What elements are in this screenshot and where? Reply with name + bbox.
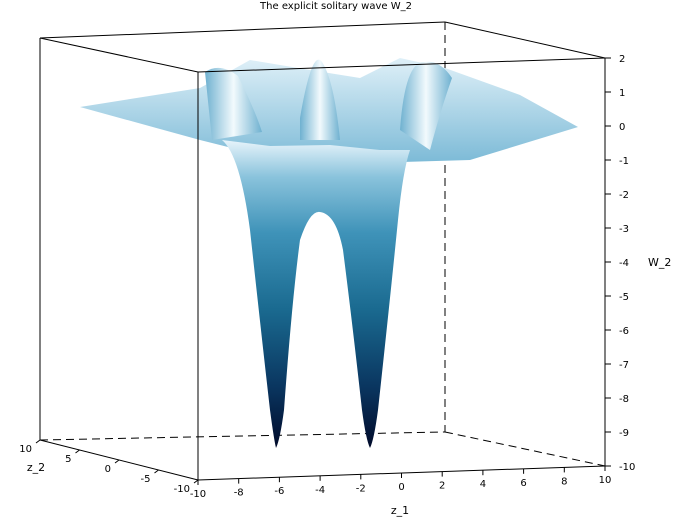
chart-title: The explicit solitary wave W_2	[259, 1, 412, 12]
z-tick-label: 2	[619, 54, 625, 65]
x-tick-label: 8	[561, 476, 567, 487]
z-tick-label: 0	[619, 122, 625, 133]
y-tick-mark	[193, 479, 199, 484]
y-axis: -10 -5 0 5 10	[19, 439, 199, 495]
x-tick-label: 6	[520, 478, 526, 489]
x-tick-label: -8	[234, 488, 244, 499]
x-tick-label: 2	[439, 481, 445, 492]
surface-ridge	[205, 67, 262, 140]
z-tick-label: -3	[619, 224, 629, 235]
y-tick-mark	[75, 449, 80, 454]
z-tick-label: -9	[619, 428, 629, 439]
z-tick-label: -6	[619, 326, 629, 337]
z-tick-label: -1	[619, 156, 629, 167]
y-tick-label: 5	[65, 454, 71, 465]
x-tick-label: 4	[480, 479, 486, 490]
z-tick-label: -2	[619, 190, 629, 201]
y-tick-mark	[114, 459, 120, 464]
y-tick-label: 0	[105, 464, 111, 475]
x-tick-label: -10	[190, 489, 206, 500]
z-tick-label: -4	[619, 258, 629, 269]
x-tick-label: -2	[356, 483, 366, 494]
y-tick-mark	[154, 469, 159, 474]
x-tick-label: 10	[599, 475, 612, 486]
surface-ridge	[400, 61, 452, 150]
y-axis-label: z_2	[27, 461, 45, 474]
z-axis-label: W_2	[648, 256, 671, 269]
y-tick-mark	[35, 439, 41, 444]
x-axis-label: z_1	[391, 504, 409, 517]
y-tick-label: -10	[174, 484, 190, 495]
x-tick-label: -6	[274, 486, 284, 497]
surface	[80, 58, 578, 448]
z-tick-label: -7	[619, 360, 629, 371]
z-tick-label: -5	[619, 292, 629, 303]
z-tick-label: -8	[619, 394, 629, 405]
y-tick-label: -5	[141, 474, 151, 485]
z-axis: 2 1 0 -1 -2 -3 -4 -5 -6 -7 -8 -9 -10	[605, 54, 635, 473]
z-tick-label: -10	[619, 462, 635, 473]
surface-well	[222, 140, 410, 448]
surface-ridge	[300, 59, 340, 140]
x-tick-label: -4	[315, 485, 325, 496]
x-axis: -10 -8 -6 -4 -2 0 2 4 6 8 10	[190, 466, 612, 500]
y-tick-label: 10	[19, 444, 32, 455]
z-tick-label: 1	[619, 88, 625, 99]
x-tick-label: 0	[398, 482, 404, 493]
